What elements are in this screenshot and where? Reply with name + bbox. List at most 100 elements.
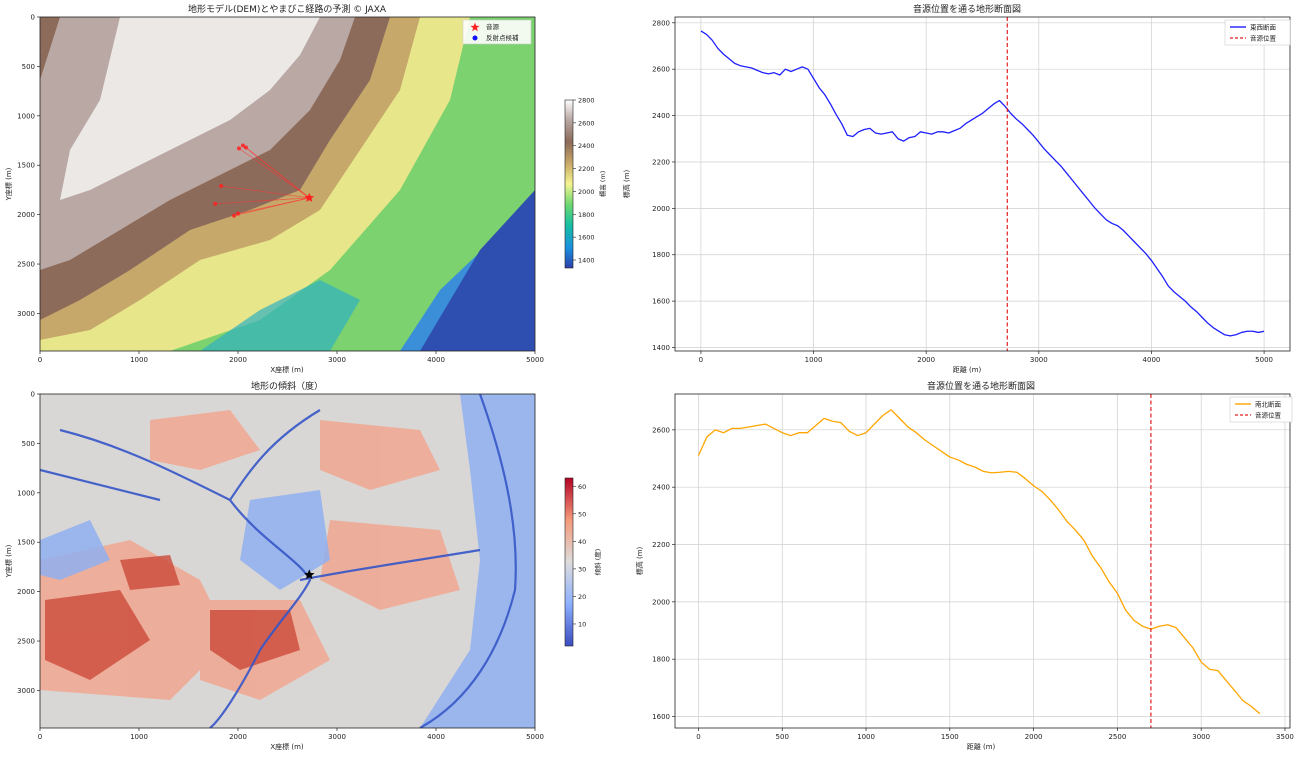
ew-xtick-label: 0 <box>699 356 703 364</box>
ew-legend: 東西断面 音源位置 <box>1224 19 1291 46</box>
slope-colorbar-label: 傾斜 (度) <box>593 549 602 576</box>
ns-xtick-label: 3000 <box>1192 733 1210 741</box>
slope-ytick-label: 2500 <box>17 638 35 646</box>
dem-xlabel: X座標 (m) <box>270 365 304 374</box>
ew-ytick-label: 1400 <box>652 344 670 352</box>
dem-overlay <box>213 143 315 218</box>
ew-legend-vline: 音源位置 <box>1250 34 1277 43</box>
ns-legend: 南北断面 音源位置 <box>1229 396 1293 423</box>
slope-cb-tick-label: 40 <box>578 538 586 546</box>
slope-xtick-label: 2000 <box>229 733 247 741</box>
ew-ytick-label: 2600 <box>652 66 670 74</box>
reflection-point <box>219 183 224 188</box>
dem-xtick-label: 5000 <box>526 356 544 364</box>
slope-xtick-label: 0 <box>38 733 42 741</box>
ns-xtick-label: 1500 <box>941 733 959 741</box>
slope-ytick-label: 500 <box>22 440 35 448</box>
ns-legend-series: 南北断面 <box>1255 400 1282 409</box>
dem-cb-tick-label: 2800 <box>578 97 595 105</box>
dem-cb-tick-label: 1600 <box>578 234 595 242</box>
dem-colorbar-label: 標高 (m) <box>598 171 607 197</box>
slope-xlabel: X座標 (m) <box>270 742 304 751</box>
slope-ytick-label: 1500 <box>17 539 35 547</box>
dem-title: 地形モデル(DEM)とやまびこ経路の予測 © JAXA <box>188 3 387 15</box>
echo-path-line <box>245 147 310 199</box>
ns-ylabel: 標高 (m) <box>635 546 644 575</box>
dem-cb-tick-label: 2600 <box>578 119 595 127</box>
dem-ytick-label: 2500 <box>17 261 35 269</box>
reflection-point <box>236 211 240 216</box>
ew-xtick-label: 1000 <box>805 356 823 364</box>
slope-overlay <box>304 569 315 580</box>
ns-series-line-0 <box>697 409 1261 715</box>
ew-profile-panel: 音源位置を通る地形断面図 0 1000 2000 3000 4000 5000 1400 16… <box>622 3 1291 374</box>
reflection-point <box>240 143 245 148</box>
ns-xlabel: 距離 (m) <box>967 742 996 751</box>
slope-title: 地形の傾斜（度） <box>251 380 323 392</box>
dem-panel: 地形モデル(DEM)とやまびこ経路の予測 © JAXA 0 1000 2000 300… <box>4 3 607 374</box>
dem-xtick-label: 1000 <box>130 356 148 364</box>
ew-frame <box>674 16 1291 352</box>
dem-legend: 音源 反射点候補 <box>462 19 532 45</box>
dem-xtick-label: 0 <box>38 356 42 364</box>
slope-ytick-label: 2000 <box>17 588 35 596</box>
dem-cb-tick-label: 2000 <box>578 188 595 196</box>
dem-ytick-label: 0 <box>31 14 35 22</box>
slope-heatmap <box>40 394 535 728</box>
ns-frame <box>674 393 1291 729</box>
echo-path-line <box>238 148 310 199</box>
ns-title: 音源位置を通る地形断面図 <box>927 380 1035 392</box>
ew-xtick-label: 2000 <box>917 356 935 364</box>
slope-ytick-label: 3000 <box>17 687 35 695</box>
slope-colorbar: 10 20 30 40 50 60 傾斜 (度) <box>564 477 602 647</box>
ew-ytick-label: 2200 <box>652 158 670 166</box>
dem-xtick-label: 2000 <box>229 356 247 364</box>
ns-ytick-label: 2400 <box>652 484 670 492</box>
dem-ylabel: Y座標 (m) <box>4 167 13 201</box>
dem-xtick-label: 4000 <box>427 356 445 364</box>
ew-xtick-label: 4000 <box>1143 356 1161 364</box>
ew-series-line-0 <box>700 30 1265 337</box>
dem-cb-tick-label: 1800 <box>578 211 595 219</box>
slope-ylabel: Y座標 (m) <box>4 544 13 578</box>
legend-label-reflection: 反射点候補 <box>486 33 519 42</box>
ns-legend-vline: 音源位置 <box>1255 411 1282 420</box>
slope-panel: 地形の傾斜（度） <box>4 380 602 751</box>
ew-xtick-label: 5000 <box>1255 356 1273 364</box>
legend-star-icon <box>470 22 480 32</box>
reflection-point <box>243 145 248 150</box>
ns-plot-area: 0 500 1000 1500 2000 2500 3000 3500 1600 1800 2000… <box>652 393 1294 741</box>
ew-ylabel: 標高 (m) <box>622 169 631 198</box>
dem-colorbar: 1400 1600 1800 2000 2200 2400 2600 2800 標高 (m) <box>564 97 607 269</box>
ew-ytick-label: 2400 <box>652 112 670 120</box>
dem-xtick-label: 3000 <box>328 356 346 364</box>
ew-xlabel: 距離 (m) <box>953 365 982 374</box>
dem-cb-tick-label: 2200 <box>578 165 595 173</box>
dem-cb-tick-label: 2400 <box>578 142 595 150</box>
dem-ytick-label: 1000 <box>17 112 35 120</box>
dem-ytick-label: 500 <box>22 63 35 71</box>
dem-cb-tick-label: 1400 <box>578 257 595 265</box>
slope-xtick-label: 3000 <box>328 733 346 741</box>
slope-ytick-label: 0 <box>31 391 35 399</box>
ew-plot-area: 0 1000 2000 3000 4000 5000 1400 1600 1800 2000 220… <box>652 16 1291 364</box>
ns-ytick-label: 2600 <box>652 426 670 434</box>
ns-profile-panel: 音源位置を通る地形断面図 0 500 1000 1500 2000 2500 3000 350… <box>635 380 1294 751</box>
dem-ytick-label: 1500 <box>17 162 35 170</box>
echo-path-line <box>215 197 310 205</box>
slope-cb-tick-label: 10 <box>578 620 586 628</box>
ns-ytick-label: 2000 <box>652 598 670 606</box>
slope-cb-tick-label: 20 <box>578 593 586 601</box>
echo-path-line <box>233 197 310 217</box>
slope-cb-tick-label: 60 <box>578 483 586 491</box>
ew-ytick-label: 2800 <box>652 19 670 27</box>
ns-ytick-label: 1600 <box>652 713 670 721</box>
dem-ytick-label: 3000 <box>17 310 35 318</box>
ns-ytick-label: 1800 <box>652 656 670 664</box>
ns-xtick-label: 2500 <box>1108 733 1126 741</box>
slope-ytick-label: 1000 <box>17 489 35 497</box>
slope-axes: 0 1000 2000 3000 4000 5000 0 500 1000 1500 2000 250… <box>17 391 544 742</box>
ns-ytick-label: 2200 <box>652 541 670 549</box>
slope-xtick-label: 1000 <box>130 733 148 741</box>
source-star-icon <box>304 192 315 202</box>
